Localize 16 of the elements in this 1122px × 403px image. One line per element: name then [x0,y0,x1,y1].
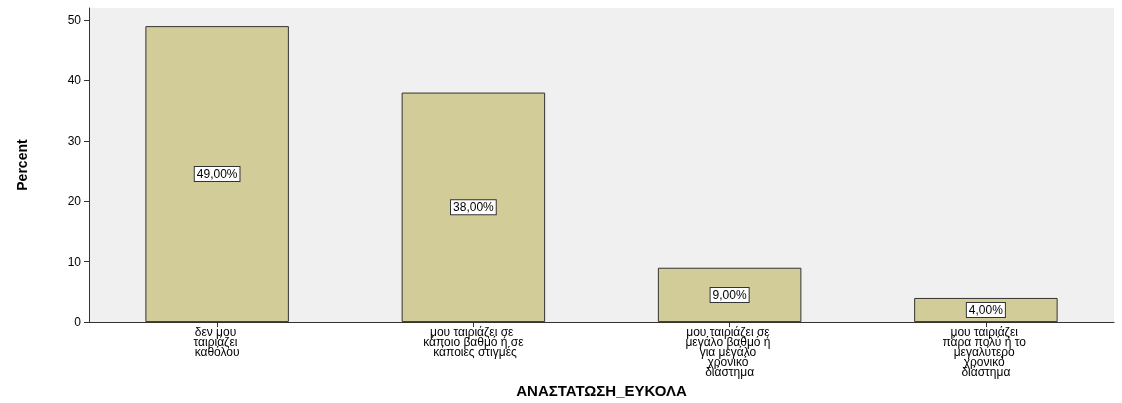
y-tick-label: 0 [74,315,82,330]
x-tick-label: δεν μου ταιριάζει καθόλου [193,325,241,360]
data-label: 49,00% [196,167,238,182]
data-label: 4,00% [968,303,1004,318]
y-tick-label: 30 [67,133,82,148]
y-tick-label: 20 [67,194,82,209]
x-tick-label: μου ταιριάζει σε μεγάλο βαθμό ή για μεγάλο χρονικό διάστημα [685,325,774,380]
y-tick-label: 50 [67,13,82,28]
data-label: 9,00% [712,287,747,302]
x-tick-label: μου ταιριάζει πάρα πολύ ή το μεγαλύτερο χρονικό διάστημα [942,325,1030,380]
y-tick-label: 10 [67,254,82,269]
data-label: 38,00% [453,200,495,215]
y-tick-label: 40 [67,73,82,88]
y-axis-title: Percent [14,139,30,191]
x-tick-label: μου ταιριάζει σε κάποιο βαθμό ή σε κάποιες στιγμές [423,325,525,360]
x-axis-title: ΑΝΑΣΤΑΤΩΣΗ_ΕΥΚΟΛΑ [516,382,687,399]
